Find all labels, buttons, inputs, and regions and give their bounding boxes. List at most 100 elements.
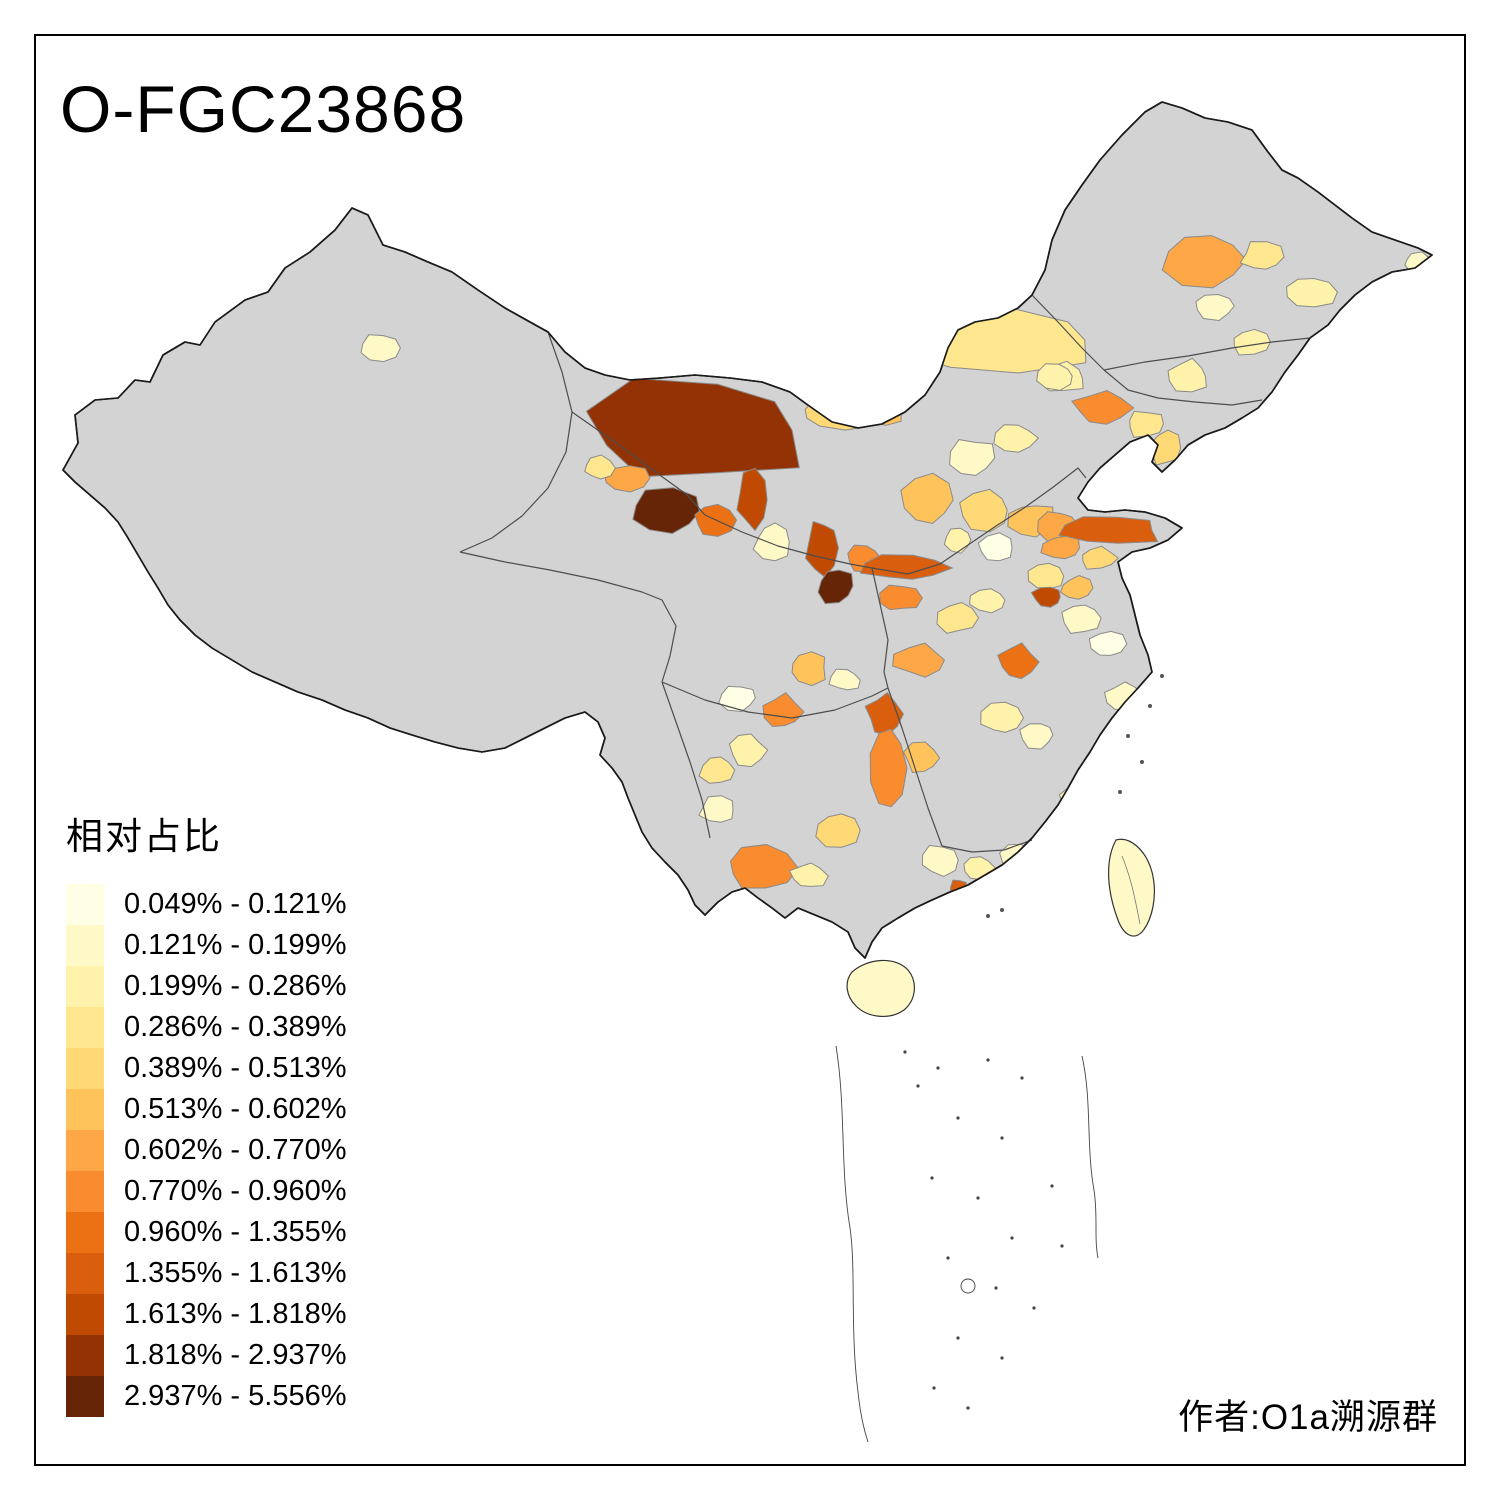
legend-label: 0.513% - 0.602%: [124, 1093, 347, 1125]
legend-label: 2.937% - 5.556%: [124, 1380, 347, 1412]
legend-label: 0.389% - 0.513%: [124, 1052, 347, 1084]
legend-title: 相对占比: [66, 816, 222, 857]
legend-item: 1.818% - 2.937%: [66, 1335, 346, 1376]
legend-label: 0.602% - 0.770%: [124, 1134, 347, 1166]
map-region: [903, 741, 941, 774]
south-china-sea-islands: [903, 1050, 1064, 1410]
map-region: [788, 862, 829, 887]
legend-item: 2.937% - 5.556%: [66, 1376, 346, 1417]
map-region: [857, 396, 902, 426]
map-region: [1058, 516, 1159, 544]
map-region: [1044, 826, 1073, 855]
map-region: [977, 532, 1013, 562]
map-region: [1358, 298, 1411, 329]
map-region: [1167, 357, 1207, 393]
map-region: [900, 472, 954, 525]
map-region: [999, 843, 1033, 870]
legend-item: 1.613% - 1.818%: [66, 1294, 346, 1335]
legend-item: 0.199% - 0.286%: [66, 966, 346, 1007]
map-region: [1286, 277, 1338, 308]
map-region: [1091, 745, 1126, 775]
map-region: [828, 668, 861, 691]
legend-item: 0.121% - 0.199%: [66, 925, 346, 966]
legend-item: 0.770% - 0.960%: [66, 1171, 346, 1212]
legend-label: 0.286% - 0.389%: [124, 1011, 347, 1043]
map-region: [997, 642, 1040, 680]
map-region: [1239, 241, 1285, 270]
map-region: [921, 844, 959, 878]
map-region: [1019, 723, 1054, 750]
legend-swatch: [66, 1089, 104, 1130]
taiwan-ridge-line: [1121, 855, 1141, 925]
legend-swatch: [66, 966, 104, 1007]
map-region: [736, 467, 768, 532]
legend-swatch: [66, 1130, 104, 1171]
legend-label: 1.613% - 1.818%: [124, 1298, 347, 1330]
map-region: [969, 588, 1006, 614]
legend: 相对占比 0.049% - 0.121% 0.121% - 0.199% 0.1…: [66, 806, 346, 1417]
map-region: [993, 424, 1040, 453]
map-region: [1129, 410, 1164, 438]
map-region: [892, 642, 946, 678]
map-region: [632, 487, 701, 535]
map-region: [698, 795, 734, 823]
legend-swatch: [66, 925, 104, 966]
legend-swatch: [66, 1048, 104, 1089]
legend-label: 0.770% - 0.960%: [124, 1175, 347, 1207]
taiwan-island: [1108, 838, 1155, 937]
map-region: [980, 701, 1025, 733]
legend-swatch: [66, 1212, 104, 1253]
attribution: 作者:O1a溯源群: [1178, 1398, 1438, 1437]
legend-swatch: [66, 1171, 104, 1212]
legend-swatch: [66, 1335, 104, 1376]
map-region: [949, 439, 996, 476]
legend-swatch: [66, 1007, 104, 1048]
map-region: [585, 377, 800, 478]
map-region: [1082, 545, 1120, 570]
south-china-sea-lines: [835, 1045, 1099, 1443]
map-region: [718, 685, 756, 713]
map-region: [1233, 328, 1272, 356]
mainland-outline: [62, 101, 1433, 959]
map-region: [879, 584, 923, 611]
map-region: [1195, 293, 1235, 322]
province-borders: [459, 294, 1311, 853]
map-region: [584, 454, 616, 480]
map-region: [1161, 235, 1247, 289]
map-region: [869, 728, 908, 808]
legend-swatch: [66, 1294, 104, 1335]
hainan-island: [846, 959, 915, 1017]
map-region: [1059, 574, 1094, 600]
map-region: [752, 522, 790, 562]
legend-swatch: [66, 1376, 104, 1417]
map-region: [791, 651, 826, 687]
legend-label: 0.199% - 0.286%: [124, 970, 347, 1002]
legend-item: 0.389% - 0.513%: [66, 1048, 346, 1089]
map-region: [817, 569, 854, 605]
map-region: [1027, 562, 1065, 590]
legend-item: 0.049% - 0.121%: [66, 884, 346, 925]
coastal-islands: [986, 674, 1164, 918]
map-region: [1061, 604, 1102, 634]
map-region: [729, 843, 799, 889]
legend-item: 0.513% - 0.602%: [66, 1089, 346, 1130]
legend-swatch: [66, 1253, 104, 1294]
legend-item: 1.355% - 1.613%: [66, 1253, 346, 1294]
map-region: [360, 334, 401, 363]
legend-label: 1.818% - 2.937%: [124, 1339, 347, 1371]
page-title: O-FGC23868: [60, 72, 467, 146]
map-region: [1088, 630, 1128, 656]
map-region: [698, 756, 736, 784]
legend-label: 1.355% - 1.613%: [124, 1257, 347, 1289]
map-region: [1058, 785, 1095, 813]
legend-label: 0.960% - 1.355%: [124, 1216, 347, 1248]
map-region: [1030, 586, 1061, 608]
map-region: [1040, 535, 1081, 560]
atoll-ring: [960, 1278, 976, 1294]
legend-item: 0.286% - 0.389%: [66, 1007, 346, 1048]
legend-label: 0.121% - 0.199%: [124, 929, 347, 961]
map-region: [728, 733, 769, 768]
map-region: [936, 601, 980, 634]
